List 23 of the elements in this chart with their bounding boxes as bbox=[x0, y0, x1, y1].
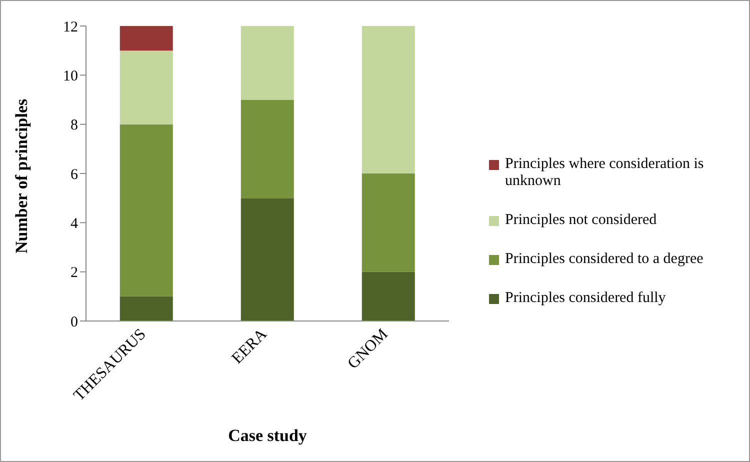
bar bbox=[362, 272, 415, 321]
bar bbox=[362, 174, 415, 272]
bar bbox=[120, 124, 173, 296]
bar bbox=[120, 50, 173, 124]
y-tick-label: 10 bbox=[63, 68, 78, 84]
y-tick-label: 2 bbox=[70, 265, 78, 282]
y-tick-label: 12 bbox=[63, 19, 78, 36]
bar bbox=[362, 26, 415, 174]
y-tick-label: 4 bbox=[70, 216, 78, 232]
y-tick-label: 0 bbox=[70, 314, 78, 330]
y-tick-label: 6 bbox=[70, 166, 78, 183]
bar bbox=[240, 198, 294, 321]
x-axis-title: Case study bbox=[228, 426, 308, 445]
y-axis-title: Number of principles bbox=[12, 98, 32, 254]
bar bbox=[120, 296, 173, 321]
legend-label: Principles considered to a degree bbox=[505, 250, 704, 268]
legend-label: Principles considered fully bbox=[505, 290, 666, 306]
y-tick-label: 8 bbox=[70, 118, 78, 134]
bar bbox=[240, 100, 294, 198]
legend-label: Principles not considered bbox=[505, 212, 657, 228]
bar bbox=[120, 26, 173, 51]
legend-label: Principles where consideration is unknown bbox=[505, 156, 705, 190]
bar bbox=[240, 26, 294, 100]
